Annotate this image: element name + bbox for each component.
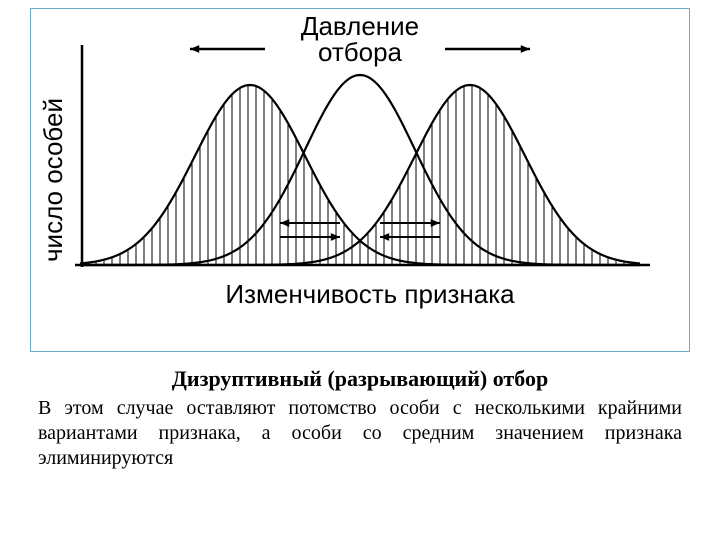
svg-text:Изменчивость признака: Изменчивость признака xyxy=(225,279,515,309)
svg-text:число особей: число особей xyxy=(38,98,68,262)
plot-area: Давлениеотборачисло особейИзменчивость п… xyxy=(37,15,683,345)
svg-text:отбора: отбора xyxy=(318,37,403,67)
page-root: Давлениеотборачисло особейИзменчивость п… xyxy=(0,0,720,540)
caption-block: Дизруптивный (разрывающий) отбор В этом … xyxy=(30,366,690,471)
caption-body: В этом случае оставляют потомство особи … xyxy=(38,396,682,471)
figure-frame: Давлениеотборачисло особейИзменчивость п… xyxy=(30,8,690,352)
caption-title: Дизруптивный (разрывающий) отбор xyxy=(38,366,682,392)
distribution-chart: Давлениеотборачисло особейИзменчивость п… xyxy=(37,15,683,345)
